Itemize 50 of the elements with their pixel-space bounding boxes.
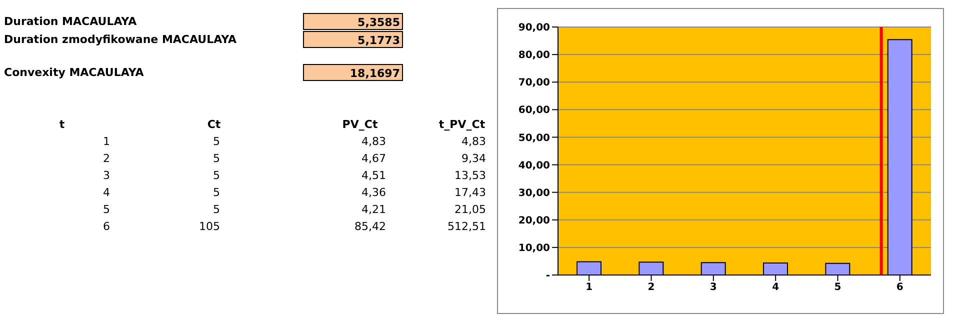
x-tick-label: 5 — [834, 282, 842, 294]
text: t — [58, 118, 66, 131]
x-tick-label: 6 — [896, 282, 904, 294]
text: 512,51 — [446, 220, 486, 233]
text: 5,3585 — [303, 13, 403, 30]
text: 6 — [102, 220, 110, 233]
text: 21,05 — [454, 203, 486, 216]
y-tick-label: 10,00 — [518, 242, 550, 254]
text: PV_Ct — [341, 118, 379, 131]
x-tick-label: 3 — [710, 282, 717, 294]
text: 2 — [102, 152, 110, 165]
y-tick-label: 20,00 — [518, 215, 550, 226]
y-tick-label: 50,00 — [518, 132, 550, 144]
text: 4,36 — [360, 186, 386, 199]
text: 4,21 — [360, 203, 386, 216]
text: 4,83 — [360, 135, 386, 148]
text: 5 — [102, 203, 110, 216]
x-tick-label: 4 — [772, 282, 780, 294]
y-tick-label: 80,00 — [518, 50, 550, 62]
y-tick-label: 90,00 — [518, 22, 550, 34]
text: 1 — [102, 135, 110, 148]
text: Ct — [206, 118, 222, 131]
text: 4,83 — [460, 135, 486, 148]
text: 105 — [198, 220, 220, 233]
text: 18,1697 — [303, 64, 403, 81]
text: Convexity MACAULAYA — [4, 66, 144, 79]
y-tick-label: 70,00 — [518, 78, 550, 89]
text: Duration MACAULAYA — [4, 15, 137, 28]
text: 5 — [212, 169, 220, 182]
text: 4 — [102, 186, 110, 199]
y-tick-label: 60,00 — [518, 105, 550, 116]
text: 5 — [212, 152, 220, 165]
text: 9,34 — [460, 152, 486, 165]
y-tick-label: 40,00 — [518, 160, 550, 172]
text: 5 — [212, 203, 220, 216]
text: 17,43 — [454, 186, 486, 199]
y-tick-label: 30,00 — [518, 188, 550, 199]
text: 5,1773 — [303, 31, 403, 48]
text: 5 — [212, 186, 220, 199]
y-tick-label: - — [546, 270, 550, 282]
x-tick-label: 1 — [586, 282, 593, 294]
text: Duration zmodyfikowane MACAULAYA — [4, 33, 236, 46]
text: 13,53 — [454, 169, 486, 182]
text: 85,42 — [354, 220, 386, 233]
text: t_PV_Ct — [438, 118, 486, 131]
text: 3 — [102, 169, 110, 182]
text: 4,51 — [360, 169, 386, 182]
text: 4,67 — [360, 152, 386, 165]
text: 5 — [212, 135, 220, 148]
x-tick-label: 2 — [648, 282, 655, 294]
